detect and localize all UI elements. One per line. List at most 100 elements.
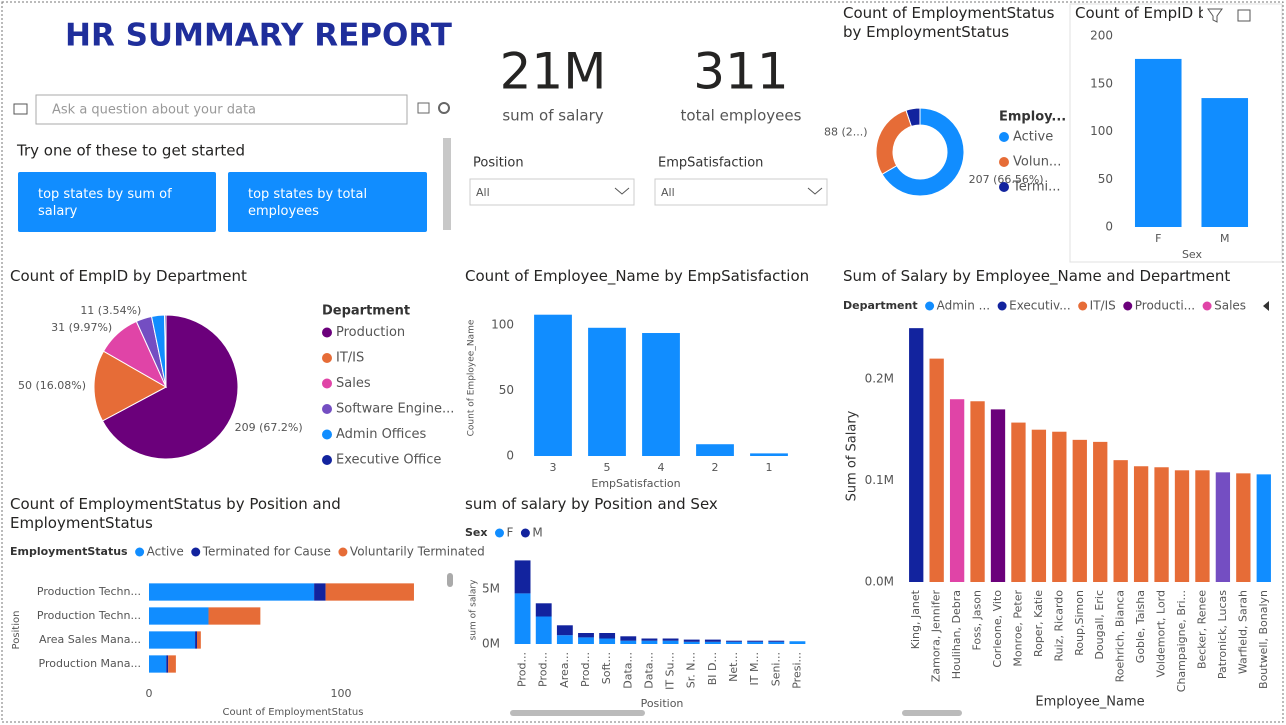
bar-segment [166, 655, 169, 673]
qa-action-icon[interactable] [417, 102, 430, 114]
bar [1195, 470, 1210, 582]
y-tick-label: 0.1M [865, 473, 894, 487]
x-tick-label: Ruiz, Ricardo [1052, 590, 1065, 662]
legend-label: Termi... [1012, 180, 1061, 195]
bar [642, 333, 680, 456]
visual-frame [1069, 3, 1283, 263]
legend-label: Active [1013, 130, 1053, 145]
legend-marker [322, 353, 332, 363]
report-title: HR SUMMARY REPORT [65, 18, 452, 54]
legend-label: Terminated for Cause [202, 545, 331, 559]
data-label: 50 (16.08%) [18, 379, 86, 392]
chart-title: Count of EmpID by Department [10, 267, 247, 285]
bar [750, 453, 788, 456]
legend-label: IT/IS [1090, 299, 1116, 313]
bar [588, 327, 626, 456]
x-tick-label: Roehrich, Bianca [1114, 590, 1127, 682]
qa-icon [13, 103, 28, 115]
bar [1093, 441, 1108, 582]
bar [929, 358, 944, 582]
bar-segment [599, 638, 616, 644]
x-tick-label: Dougall, Eric [1093, 590, 1106, 660]
bar-segment [662, 640, 679, 644]
bar-segment [620, 640, 637, 644]
bar [1134, 58, 1182, 227]
legend-marker [322, 378, 332, 389]
legend-title: EmploymentStatus [10, 545, 128, 558]
bar [1133, 466, 1149, 582]
qa-suggestion[interactable]: top states by sum of salary [18, 172, 216, 232]
x-tick-label: 4 [658, 461, 665, 474]
bar [696, 444, 734, 456]
qa-suggestion[interactable]: top states by total employees [228, 172, 427, 232]
x-tick-label: Becker, Renee [1195, 590, 1208, 669]
bar-segment [535, 603, 552, 617]
bar-segment [514, 560, 531, 594]
y-tick-label: 5M [482, 582, 500, 596]
x-tick-label: Data... [642, 652, 655, 689]
data-label: 209 (67.2%) [235, 421, 303, 434]
y-axis-label: sum of salary [469, 579, 479, 640]
y-axis-label: Count of Employee_Name [467, 319, 477, 436]
y-tick-label: 0.2M [865, 371, 894, 385]
legend-marker [322, 404, 332, 414]
legend-label: F [506, 526, 513, 540]
y-tick-label: 0.0M [865, 575, 894, 589]
slicer-dropdown[interactable] [469, 178, 635, 206]
x-tick-label: 3 [550, 461, 557, 474]
legend-marker [1123, 301, 1133, 311]
bar-segment [789, 641, 806, 644]
bar-segment [726, 640, 742, 642]
qa-input[interactable] [35, 94, 408, 125]
legend-title: Sex [465, 526, 487, 539]
scrollbar[interactable] [447, 573, 453, 587]
bar [1011, 422, 1026, 582]
bar-segment [514, 593, 531, 644]
bar [534, 314, 572, 456]
pie-slice [875, 109, 913, 175]
bar-segment [683, 641, 700, 644]
bar-segment [662, 638, 679, 641]
x-tick-label: Prod... [579, 652, 592, 687]
x-tick-label: Foss, Jason [971, 590, 984, 651]
scrollbar[interactable] [902, 710, 962, 716]
x-tick-label: Boutwell, Bonalyn [1257, 590, 1270, 689]
scrollbar[interactable] [443, 138, 451, 230]
slicer-label: EmpSatisfaction [658, 156, 763, 171]
legend-title: Department [322, 304, 410, 319]
legend-marker [322, 455, 332, 465]
x-tick-label: 5 [604, 461, 611, 474]
bar-segment [535, 616, 552, 644]
bar-segment [208, 607, 261, 625]
bar [1215, 472, 1231, 582]
legend-marker [191, 547, 201, 557]
data-label: 88 (2...) [824, 125, 868, 138]
filter-icon[interactable] [1207, 8, 1223, 23]
legend-label: Admin ... [937, 299, 991, 313]
legend-scroll-arrow[interactable] [1263, 301, 1269, 311]
scrollbar[interactable] [510, 710, 645, 716]
chart-title: Sum of Salary by Employee_Name and Depar… [843, 267, 1231, 285]
bar-segment [149, 631, 196, 649]
x-tick-label: Roup,Simon [1073, 590, 1086, 656]
legend-marker [494, 528, 504, 538]
y-axis-label: Sum of Salary [845, 410, 860, 501]
y-tick-label: 0 [1105, 220, 1113, 234]
legend-marker [999, 182, 1009, 192]
bar [1154, 467, 1169, 582]
bar-segment [683, 639, 700, 642]
bar-segment [768, 641, 785, 644]
y-tick-label: 0 [506, 449, 514, 463]
qa-settings-icon[interactable] [438, 102, 450, 114]
y-tick-label: 50 [499, 383, 514, 397]
slicer-value: All [661, 186, 675, 199]
focus-icon[interactable] [1237, 9, 1251, 22]
bar [990, 409, 1006, 582]
bar-segment [149, 583, 315, 601]
legend-label: Active [147, 545, 184, 559]
bar-segment [747, 641, 764, 644]
bar-segment [747, 640, 764, 642]
slicer-dropdown[interactable] [654, 178, 828, 206]
legend-marker [999, 132, 1009, 142]
